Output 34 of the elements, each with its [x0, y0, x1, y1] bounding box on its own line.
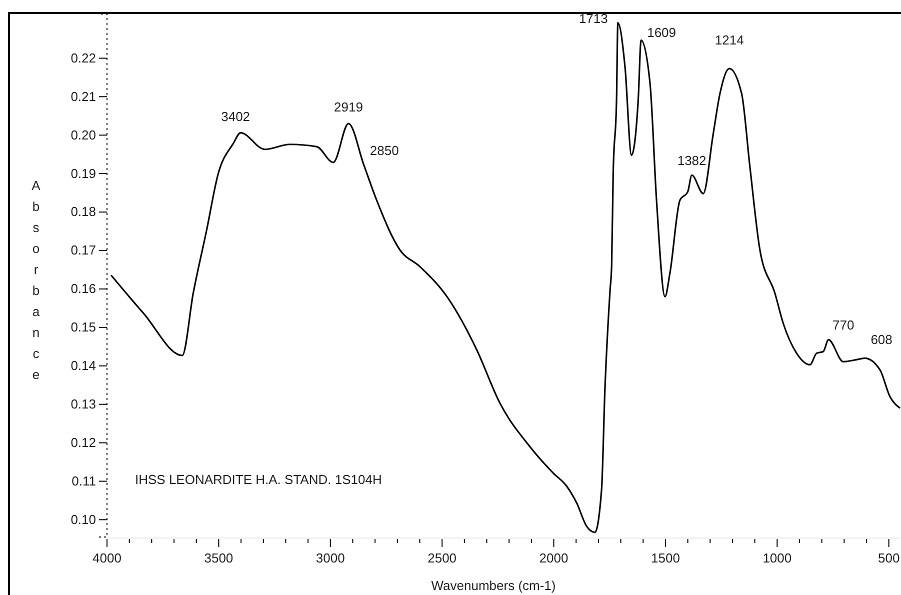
- line-series: [110, 22, 901, 534]
- annotation: 1214: [714, 32, 744, 48]
- annotation: 770: [832, 318, 854, 333]
- x-tick-label: 1500: [650, 550, 680, 566]
- x-tick-label: 3000: [316, 550, 345, 566]
- y-tick-label: 0.16: [70, 281, 96, 296]
- y-tick-label: 0.20: [70, 127, 96, 142]
- y-tick-label: 0.22: [70, 50, 96, 66]
- x-tick-label: 2500: [428, 550, 457, 566]
- y-tick-label: 0.15: [70, 320, 96, 335]
- y-tick-label: 0.10: [70, 512, 96, 527]
- y-tick-label: 0.21: [70, 88, 96, 104]
- annotation: 2919: [334, 100, 363, 115]
- annotation: 1382: [677, 153, 706, 168]
- annotation: 608: [870, 332, 892, 348]
- x-axis-title: Wavenumbers (cm-1): [431, 578, 556, 593]
- annotation: IHSS LEONARDITE H.A. STAND. 1S104H: [135, 472, 382, 487]
- x-tick-label: 4000: [92, 550, 122, 566]
- x-tick-label: 3500: [204, 550, 234, 566]
- annotation: 1713: [578, 10, 608, 26]
- y-tick-label: 0.17: [70, 242, 96, 258]
- annotation: 3402: [221, 108, 250, 124]
- annotation: 1609: [647, 25, 676, 40]
- x-tick-label: 500: [878, 550, 900, 566]
- annotation: 2850: [370, 143, 399, 158]
- x-tick-label: 1000: [762, 550, 792, 566]
- y-tick-label: 0.18: [70, 204, 96, 220]
- y-tick-label: 0.19: [70, 166, 96, 181]
- text: Absorbance: [32, 178, 40, 382]
- x-tick-label: 2000: [539, 550, 568, 566]
- y-tick-label: 0.13: [70, 396, 96, 412]
- y-tick-label: 0.14: [70, 358, 96, 374]
- y-tick-label: 0.11: [72, 473, 96, 488]
- y-tick-label: 0.12: [70, 434, 96, 450]
